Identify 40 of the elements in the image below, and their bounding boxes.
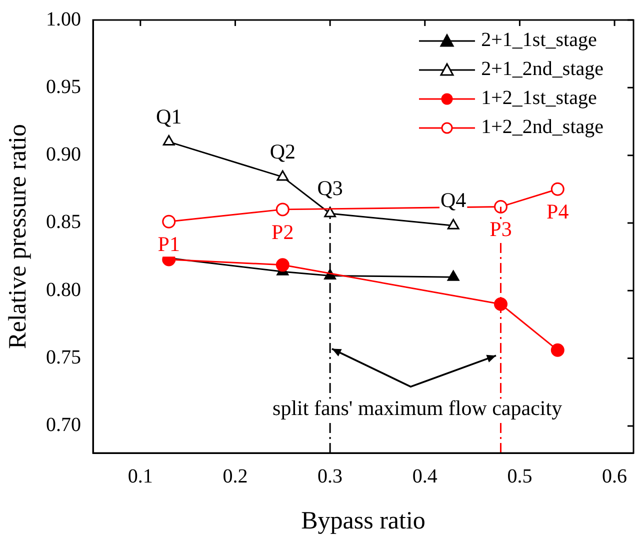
point — [494, 200, 508, 214]
y-tick-label: 0.70 — [46, 414, 81, 436]
annotation: Q1 — [156, 104, 182, 128]
point — [494, 297, 508, 311]
point — [162, 135, 175, 146]
annotation: Q4 — [440, 188, 467, 212]
annotation: P1 — [158, 232, 180, 256]
y-tick-label: 1.00 — [46, 8, 81, 30]
x-tick-label: 0.1 — [128, 465, 153, 488]
y-tick-label: 0.90 — [46, 144, 81, 166]
point — [447, 270, 460, 281]
point — [447, 218, 460, 230]
x-axis-title: Bypass ratio — [301, 508, 426, 535]
x-tick-label: 0.2 — [222, 465, 248, 488]
legend-label: 2+1_2nd_stage — [481, 57, 604, 82]
point — [324, 206, 336, 218]
annotation: split fans' maximum flow capacity — [272, 396, 563, 420]
y-axis-title: Relative pressure ratio — [4, 124, 32, 349]
legend-label: 1+2_2nd_stage — [481, 115, 604, 140]
y-tick-label: 0.85 — [46, 211, 81, 234]
x-tick-label: 0.5 — [507, 465, 532, 488]
point — [550, 343, 564, 357]
annotation: P4 — [546, 200, 570, 224]
legend-label: 1+2_1st_stage — [481, 86, 597, 111]
annotation: Q3 — [317, 176, 343, 200]
annotation: P2 — [272, 220, 294, 244]
annotation: Q2 — [270, 139, 296, 164]
annotation: P3 — [490, 217, 512, 242]
y-tick-label: 0.95 — [46, 76, 81, 98]
legend-label: 2+1_1st_stage — [481, 28, 597, 53]
point — [162, 214, 176, 228]
point — [276, 258, 290, 272]
point — [550, 182, 564, 196]
x-tick-label: 0.4 — [412, 465, 438, 488]
y-tick-label: 0.75 — [46, 346, 81, 369]
point — [276, 202, 290, 216]
y-tick-label: 0.80 — [46, 278, 81, 301]
point — [276, 170, 289, 181]
x-tick-label: 0.6 — [602, 465, 628, 488]
x-tick-label: 0.3 — [318, 465, 343, 488]
